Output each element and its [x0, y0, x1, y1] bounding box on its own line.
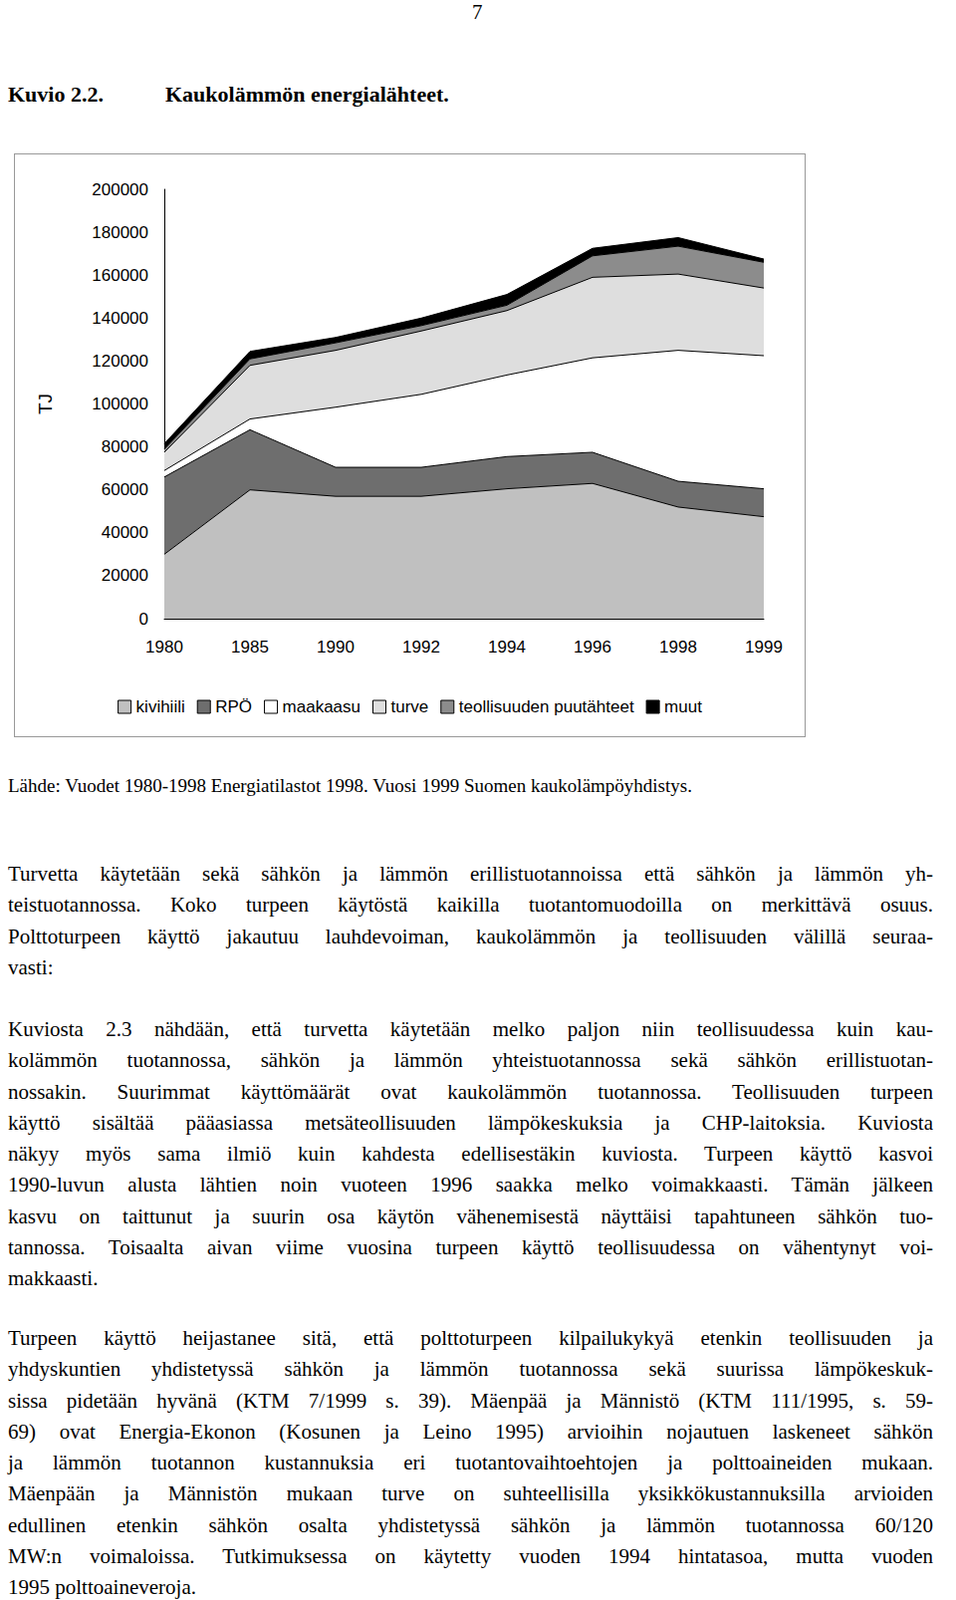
svg-text:1998: 1998 — [659, 637, 698, 657]
svg-text:1996: 1996 — [573, 637, 612, 657]
svg-text:80000: 80000 — [101, 437, 149, 457]
html-text:sissa pidetään hyvänä (KTM 7/1: sissa pidetään hyvänä (KTM 7/1999 s. 39)… — [7, 1387, 934, 1412]
svg-text:maakaasu: maakaasu — [282, 697, 361, 717]
html-text:yhdyskuntien yhdistetyssä sähk: yhdyskuntien yhdistetyssä sähkön ja lämm… — [7, 1356, 934, 1381]
svg-text:RPÖ: RPÖ — [215, 697, 252, 717]
svg-text:1990: 1990 — [316, 637, 355, 657]
html-text:Kaukolämmön energialähteet.: Kaukolämmön energialähteet. — [165, 81, 449, 107]
html-text:1995 polttoaineveroja.: 1995 polttoaineveroja. — [7, 1574, 197, 1599]
svg-text:1992: 1992 — [402, 637, 441, 657]
html-text:ja lämmön tuotannon kustannuks: ja lämmön tuotannon kustannuksia eri tuo… — [7, 1449, 934, 1474]
html-text:Polttoturpeen käyttö jakautuu: Polttoturpeen käyttö jakautuu lauhdevoim… — [7, 923, 934, 948]
svg-text:40000: 40000 — [101, 522, 149, 542]
html-text:edullinen etenkin sähkön osalt: edullinen etenkin sähkön osalta yhdistet… — [7, 1512, 934, 1537]
html-text:teistuotannossa. Koko turpeen: teistuotannossa. Koko turpeen käytöstä k… — [7, 892, 934, 917]
svg-text:140000: 140000 — [91, 308, 149, 328]
html-text:7: 7 — [472, 0, 483, 24]
svg-text:60000: 60000 — [101, 479, 149, 499]
svg-text:1980: 1980 — [145, 637, 184, 657]
svg-text:200000: 200000 — [91, 180, 149, 200]
html-text:Kuvio 2.2.: Kuvio 2.2. — [7, 81, 104, 107]
html-text:näkyy myös sama ilmiö kuin kah: näkyy myös sama ilmiö kuin kahdesta edel… — [7, 1141, 934, 1166]
svg-text:muut: muut — [664, 697, 703, 717]
html-text:1990-luvun alusta lähtien noin: 1990-luvun alusta lähtien noin vuoteen 1… — [7, 1172, 934, 1197]
svg-text:160000: 160000 — [91, 265, 149, 285]
svg-text:120000: 120000 — [91, 351, 149, 371]
html-text:Turvetta käytetään sekä sähkön: Turvetta käytetään sekä sähkön ja lämmön… — [7, 861, 934, 886]
html-text:käyttö sisältää pääasiassa met: käyttö sisältää pääasiassa metsäteollisu… — [7, 1110, 934, 1135]
html-text:Kuviosta 2.3 nähdään, että tur: Kuviosta 2.3 nähdään, että turvetta käyt… — [7, 1016, 934, 1041]
html-text:vasti:: vasti: — [7, 954, 54, 979]
svg-text:180000: 180000 — [91, 223, 149, 242]
html-text:Lähde: Vuodet 1980-1998 Energi: Lähde: Vuodet 1980-1998 Energiatilastot … — [7, 774, 693, 796]
svg-text:20000: 20000 — [101, 565, 149, 585]
html-text:Turpeen käyttö heijastanee sit: Turpeen käyttö heijastanee sitä, että po… — [7, 1325, 934, 1350]
html-text:MW:n voimaloissa. Tutkimuksess: MW:n voimaloissa. Tutkimuksessa on käyte… — [7, 1543, 934, 1568]
html-text:makkaasti.: makkaasti. — [7, 1265, 98, 1290]
html-text:nossakin. Suurimmat käyttömäär: nossakin. Suurimmat käyttömäärät ovat ka… — [7, 1078, 934, 1103]
html-text:kolämmön tuotannossa, sähkön j: kolämmön tuotannossa, sähkön ja lämmön y… — [7, 1047, 934, 1072]
html-text:kasvu on taittunut ja suurin o: kasvu on taittunut ja suurin osa käytön … — [7, 1203, 934, 1228]
svg-text:TJ: TJ — [34, 393, 56, 415]
html-text:tannossa. Toisaalta aivan viim: tannossa. Toisaalta aivan viime vuosina … — [7, 1234, 934, 1259]
svg-text:kivihiili: kivihiili — [136, 697, 186, 717]
svg-text:100000: 100000 — [91, 394, 149, 414]
html-text:69) ovat Energia-Ekonon (Kosun: 69) ovat Energia-Ekonon (Kosunen ja Lein… — [7, 1418, 934, 1443]
svg-text:1985: 1985 — [231, 637, 269, 657]
svg-text:teollisuuden puutähteet: teollisuuden puutähteet — [459, 697, 635, 717]
svg-text:0: 0 — [139, 609, 149, 629]
svg-text:1999: 1999 — [744, 637, 783, 657]
svg-text:turve: turve — [390, 697, 429, 717]
svg-text:1994: 1994 — [487, 637, 526, 657]
html-text:Mäenpään ja Männistön mukaan t: Mäenpään ja Männistön mukaan turve on su… — [7, 1481, 934, 1506]
